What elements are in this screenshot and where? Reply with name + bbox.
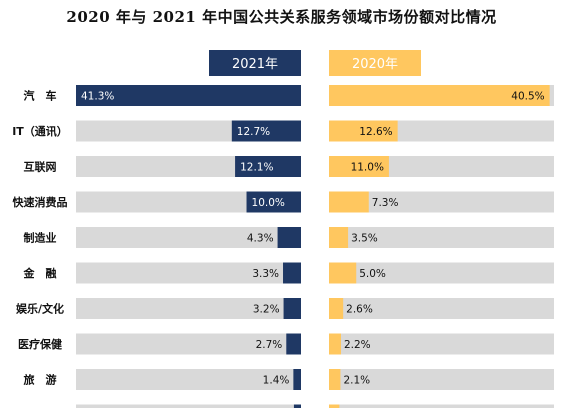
- bar-track: [329, 262, 554, 284]
- data-label-2021: 3.3%: [252, 268, 279, 280]
- category-label: 旅 游: [24, 373, 57, 387]
- data-label-2021: 2.7%: [256, 339, 283, 351]
- chart-title: 2020 年与 2021 年中国公共关系服务领域市场份额对比情况: [66, 8, 497, 26]
- bar-2020: [329, 404, 340, 408]
- bar-2021: [283, 298, 301, 319]
- category-label: IT（通讯）: [12, 125, 68, 138]
- data-label-2021: 12.1%: [240, 162, 273, 174]
- bar-track: [76, 298, 301, 319]
- category-label: 互联网: [24, 160, 57, 174]
- bar-2020: [329, 298, 344, 319]
- category-label: 医疗保健: [18, 337, 63, 351]
- data-label-2021: 1.4%: [263, 375, 290, 387]
- data-label-2021: 41.3%: [81, 91, 114, 103]
- bar-2021: [283, 262, 301, 284]
- legend-badge-2020: [329, 50, 421, 76]
- bar-2021: [235, 156, 301, 177]
- bar-track: [329, 369, 554, 390]
- bar-track: [76, 227, 301, 248]
- category-label: 快速消费品: [12, 195, 68, 209]
- bar-2020: [329, 120, 398, 142]
- bar-track: [329, 227, 554, 248]
- bar-2021: [76, 85, 301, 106]
- bar-2021: [277, 227, 301, 248]
- bar-track: [329, 298, 554, 319]
- bar-track: [329, 404, 554, 408]
- bar-2020: [329, 262, 357, 284]
- bar-2021: [286, 333, 301, 355]
- bar-2021: [293, 404, 301, 408]
- data-label-2021: 12.7%: [237, 126, 270, 138]
- legend-badge-2021: [209, 50, 301, 76]
- bar-track: [76, 369, 301, 390]
- bar-track: [76, 404, 301, 408]
- bar-2020: [329, 227, 349, 248]
- bar-track: [76, 333, 301, 355]
- data-label-2020: 3.5%: [351, 233, 378, 245]
- data-label-2020: 2.1%: [343, 375, 370, 387]
- data-label-2020: 7.3%: [372, 197, 399, 209]
- category-label: 金 融: [23, 266, 57, 280]
- bar-track: [329, 333, 554, 355]
- legend-label-2021: 2021年: [232, 57, 278, 72]
- data-label-2020: 11.0%: [351, 162, 384, 174]
- category-label: 制造业: [24, 231, 57, 245]
- data-label-2021: 3.2%: [253, 304, 280, 316]
- data-label-2021: 10.0%: [252, 197, 285, 209]
- data-label-2020: 2.2%: [344, 339, 371, 351]
- bar-2020: [329, 85, 550, 106]
- data-label-2020: 12.6%: [359, 126, 392, 138]
- bar-track: [76, 262, 301, 284]
- bar-2020: [329, 156, 389, 177]
- category-label: 汽 车: [24, 89, 57, 103]
- bar-2021: [293, 369, 301, 390]
- bar-2021: [231, 120, 301, 142]
- data-label-2020: 5.0%: [359, 268, 386, 280]
- category-label: 娱乐/文化: [16, 302, 64, 316]
- data-label-2020: 40.5%: [511, 91, 544, 103]
- bar-2020: [329, 191, 369, 213]
- data-label-2021: 4.3%: [247, 233, 274, 245]
- legend-label-2020: 2020年: [352, 57, 398, 72]
- bar-2020: [329, 333, 341, 355]
- bar-track: [76, 191, 301, 213]
- data-label-2020: 2.6%: [346, 304, 373, 316]
- bar-2020: [329, 369, 341, 390]
- bar-track: [329, 191, 554, 213]
- bar-2021: [246, 191, 301, 213]
